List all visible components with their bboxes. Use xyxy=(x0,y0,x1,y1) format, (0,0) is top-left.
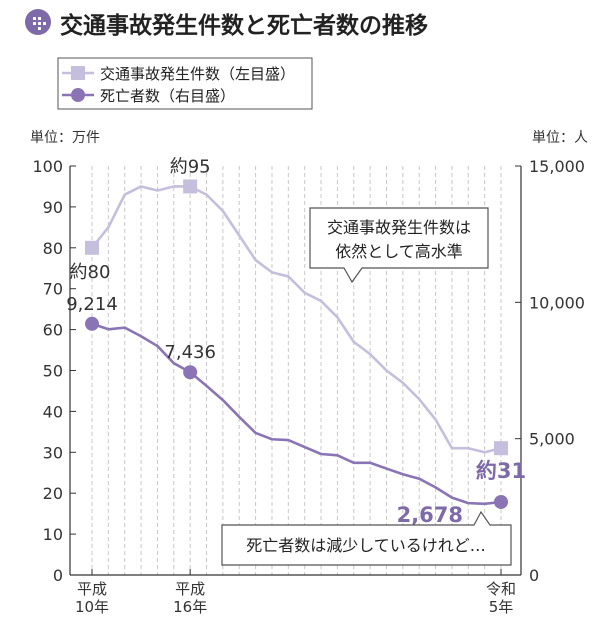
left-tick-label: 80 xyxy=(43,239,63,258)
legend-square-swatch xyxy=(71,66,85,80)
x-tick-label-line1: 平成 xyxy=(77,580,107,598)
left-tick-label: 90 xyxy=(43,198,63,217)
icon-dot xyxy=(33,17,36,20)
callout-text-line: 依然として高水準 xyxy=(335,242,463,261)
icon-dot xyxy=(38,17,41,20)
left-tick-label: 10 xyxy=(43,525,63,544)
right-tick-label: 15,000 xyxy=(529,157,585,176)
x-tick-label-line2: 10年 xyxy=(75,598,109,616)
circle-marker xyxy=(494,494,508,509)
icon-dot xyxy=(38,22,41,25)
x-tick-label-line2: 5年 xyxy=(489,598,514,616)
left-axis-unit: 単位：万件 xyxy=(30,130,100,146)
right-axis-unit: 単位：人 xyxy=(532,130,588,146)
left-tick-label: 20 xyxy=(43,484,63,503)
callout-bubble xyxy=(309,207,489,284)
legend-label: 交通事故発生件数（左目盛） xyxy=(100,65,295,83)
left-tick-label: 60 xyxy=(43,321,63,340)
left-tick-label: 30 xyxy=(43,443,63,462)
circle-marker xyxy=(85,316,99,331)
icon-dot xyxy=(33,22,36,25)
x-tick-label-line1: 平成 xyxy=(175,580,205,598)
callout-bubble xyxy=(221,510,512,566)
left-tick-label: 100 xyxy=(32,157,63,176)
point-label: 約95 xyxy=(170,156,211,177)
legend: 交通事故発生件数（左目盛） 死亡者数（右目盛） xyxy=(57,57,313,110)
point-label: 約31 xyxy=(476,459,526,483)
right-tick-label: 10,000 xyxy=(529,293,585,312)
legend-circle-swatch xyxy=(71,88,85,102)
left-tick-label: 70 xyxy=(43,280,63,299)
point-label: 9,214 xyxy=(66,294,118,315)
point-label: 約80 xyxy=(70,262,111,283)
left-tick-label: 40 xyxy=(43,402,63,421)
square-marker xyxy=(85,240,99,255)
callout-text-line: 死亡者数は減少しているけれど… xyxy=(246,536,486,555)
callout-deaths: 死亡者数は減少しているけれど… xyxy=(221,510,512,566)
legend-box xyxy=(57,57,313,110)
point-label: 7,436 xyxy=(164,342,216,363)
page-title: 交通事故発生件数と死亡者数の推移 xyxy=(60,12,428,39)
square-marker xyxy=(494,441,508,456)
left-tick-label: 0 xyxy=(53,566,63,585)
square-marker xyxy=(183,179,198,194)
callout-text-line: 交通事故発生件数は xyxy=(327,218,471,237)
left-tick-label: 50 xyxy=(43,362,63,381)
legend-label: 死亡者数（右目盛） xyxy=(100,87,235,105)
icon-dot xyxy=(43,22,46,25)
point-label: 2,678 xyxy=(397,503,463,527)
x-tick-label-line2: 16年 xyxy=(173,598,207,616)
circle-marker xyxy=(183,365,198,380)
right-tick-label: 0 xyxy=(529,566,539,585)
icon-dot xyxy=(38,27,41,30)
x-tick-label-line1: 令和 xyxy=(486,580,516,598)
right-tick-label: 5,000 xyxy=(529,430,575,449)
series-line-1 xyxy=(91,322,502,506)
series-line-0 xyxy=(90,185,502,454)
